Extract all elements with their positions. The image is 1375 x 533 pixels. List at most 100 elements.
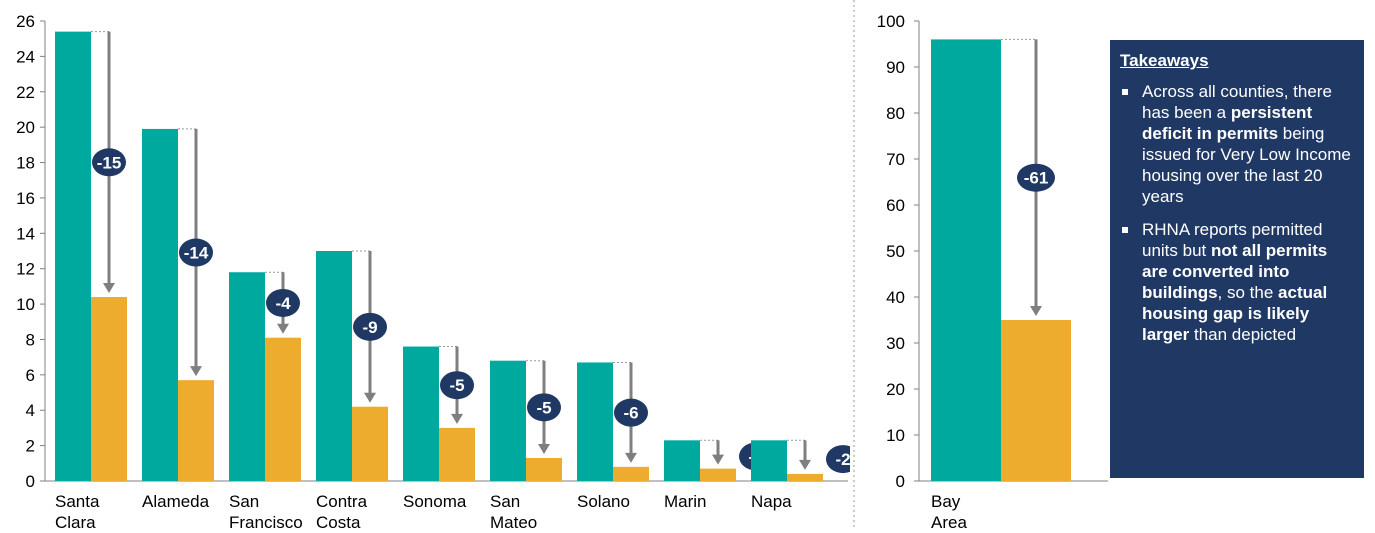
y-tick-label: 50 [886, 242, 905, 261]
bar-second [91, 297, 127, 481]
difference-arrowhead [103, 283, 115, 293]
bar-second [526, 458, 562, 481]
difference-badge [527, 393, 561, 422]
bar-second [700, 468, 736, 481]
bar-first [403, 346, 439, 481]
takeaways-panel: Takeaways Across all counties, there has… [1110, 40, 1364, 478]
y-tick-label: 18 [16, 154, 35, 173]
y-tick-label: 80 [886, 104, 905, 123]
y-tick-label: 4 [26, 401, 35, 420]
bar-first [664, 440, 700, 481]
difference-label: -61 [1024, 169, 1049, 188]
difference-label: -6 [623, 404, 638, 423]
bar-first [229, 272, 265, 481]
difference-arrowhead [364, 392, 376, 403]
difference-label: -14 [184, 244, 209, 263]
takeaways-title: Takeaways [1120, 51, 1209, 70]
takeaway-item-rhna: RHNA reports permitted units but not all… [1120, 219, 1354, 345]
bar-second [265, 337, 301, 481]
category-label: Sonoma [403, 492, 467, 511]
bar-second [1001, 320, 1071, 481]
difference-arrowhead [277, 323, 289, 334]
category-label: Marin [664, 492, 707, 511]
difference-arrowhead [190, 366, 202, 377]
y-tick-label: 30 [886, 334, 905, 353]
category-label: Napa [751, 492, 792, 511]
bar-second [613, 466, 649, 481]
difference-label: -5 [536, 398, 551, 417]
bar-first [751, 440, 787, 481]
category-label: BayAreatotal [931, 492, 967, 533]
difference-badge [826, 445, 850, 474]
difference-arrowhead [625, 452, 637, 463]
bar-second [352, 406, 388, 481]
y-tick-label: 90 [886, 58, 905, 77]
bullet-icon [1122, 227, 1128, 233]
bar-second [787, 473, 823, 481]
y-tick-label: 8 [26, 330, 35, 349]
bar-first [490, 360, 526, 481]
difference-label: -5 [449, 376, 464, 395]
takeaways-list: Across all counties, there has been a pe… [1120, 81, 1354, 345]
difference-arrowhead [712, 454, 724, 465]
y-tick-label: 12 [16, 260, 35, 279]
y-tick-label: 70 [886, 150, 905, 169]
y-tick-label: 0 [896, 472, 905, 491]
difference-badge [266, 288, 300, 317]
category-label: Alameda [142, 492, 210, 511]
difference-badge [1017, 163, 1055, 192]
difference-badge [440, 371, 474, 400]
category-label: Contra Costa [316, 492, 368, 532]
bar-second [439, 427, 475, 481]
category-label: Solano [577, 492, 630, 511]
y-tick-label: 10 [886, 426, 905, 445]
bullet-icon [1122, 89, 1128, 95]
chart-divider [853, 0, 855, 530]
takeaway-emphasis: persistent deficit in permits [1142, 103, 1313, 143]
y-tick-label: 0 [26, 472, 35, 491]
takeaway-text: being issued for Very Low Income housing… [1142, 124, 1351, 206]
y-tick-label: 10 [16, 295, 35, 314]
y-tick-label: 2 [26, 437, 35, 456]
takeaway-text: RHNA reports permitted units but [1142, 220, 1323, 260]
y-tick-label: 20 [886, 380, 905, 399]
takeaway-item-deficit: Across all counties, there has been a pe… [1120, 81, 1354, 207]
category-label: Santa Clara [55, 492, 100, 532]
difference-badge [614, 398, 648, 427]
y-tick-label: 16 [16, 189, 35, 208]
takeaway-text: , so the [1217, 283, 1279, 302]
difference-label: -4 [275, 294, 291, 313]
difference-badge [179, 238, 213, 267]
difference-badge [353, 312, 387, 341]
bar-first [931, 39, 1001, 482]
takeaway-emphasis: not all permits are converted into build… [1142, 241, 1328, 302]
category-label: San Mateo [490, 492, 537, 532]
difference-label: -9 [362, 318, 377, 337]
difference-label: -2 [835, 450, 850, 469]
difference-badge [92, 148, 126, 177]
takeaway-text: than depicted [1189, 325, 1297, 344]
y-tick-label: 26 [16, 12, 35, 31]
difference-arrowhead [538, 444, 550, 454]
bar-second [178, 380, 214, 481]
bar-first [142, 128, 178, 481]
y-tick-label: 100 [877, 12, 905, 31]
y-tick-label: 40 [886, 288, 905, 307]
bar-first [577, 362, 613, 481]
y-tick-label: 6 [26, 366, 35, 385]
difference-arrowhead [451, 413, 463, 424]
difference-arrowhead [799, 459, 811, 470]
takeaway-text: Across all counties, there has been a [1142, 82, 1332, 122]
difference-label: -15 [97, 153, 122, 172]
y-tick-label: 60 [886, 196, 905, 215]
takeaway-emphasis: actual housing gap is likely larger [1142, 283, 1328, 344]
bar-first [55, 31, 91, 481]
bay-area-bar-chart: 0 10 20 30 40 50 60 70 80 90 100 -61 BayAreatotal [877, 12, 1108, 533]
y-tick-label: 20 [16, 118, 35, 137]
category-label: San Francisco [229, 492, 303, 532]
y-tick-label: 14 [16, 224, 35, 243]
y-tick-label: 24 [16, 47, 35, 66]
difference-arrowhead [1030, 306, 1042, 316]
bar-first [316, 251, 352, 481]
